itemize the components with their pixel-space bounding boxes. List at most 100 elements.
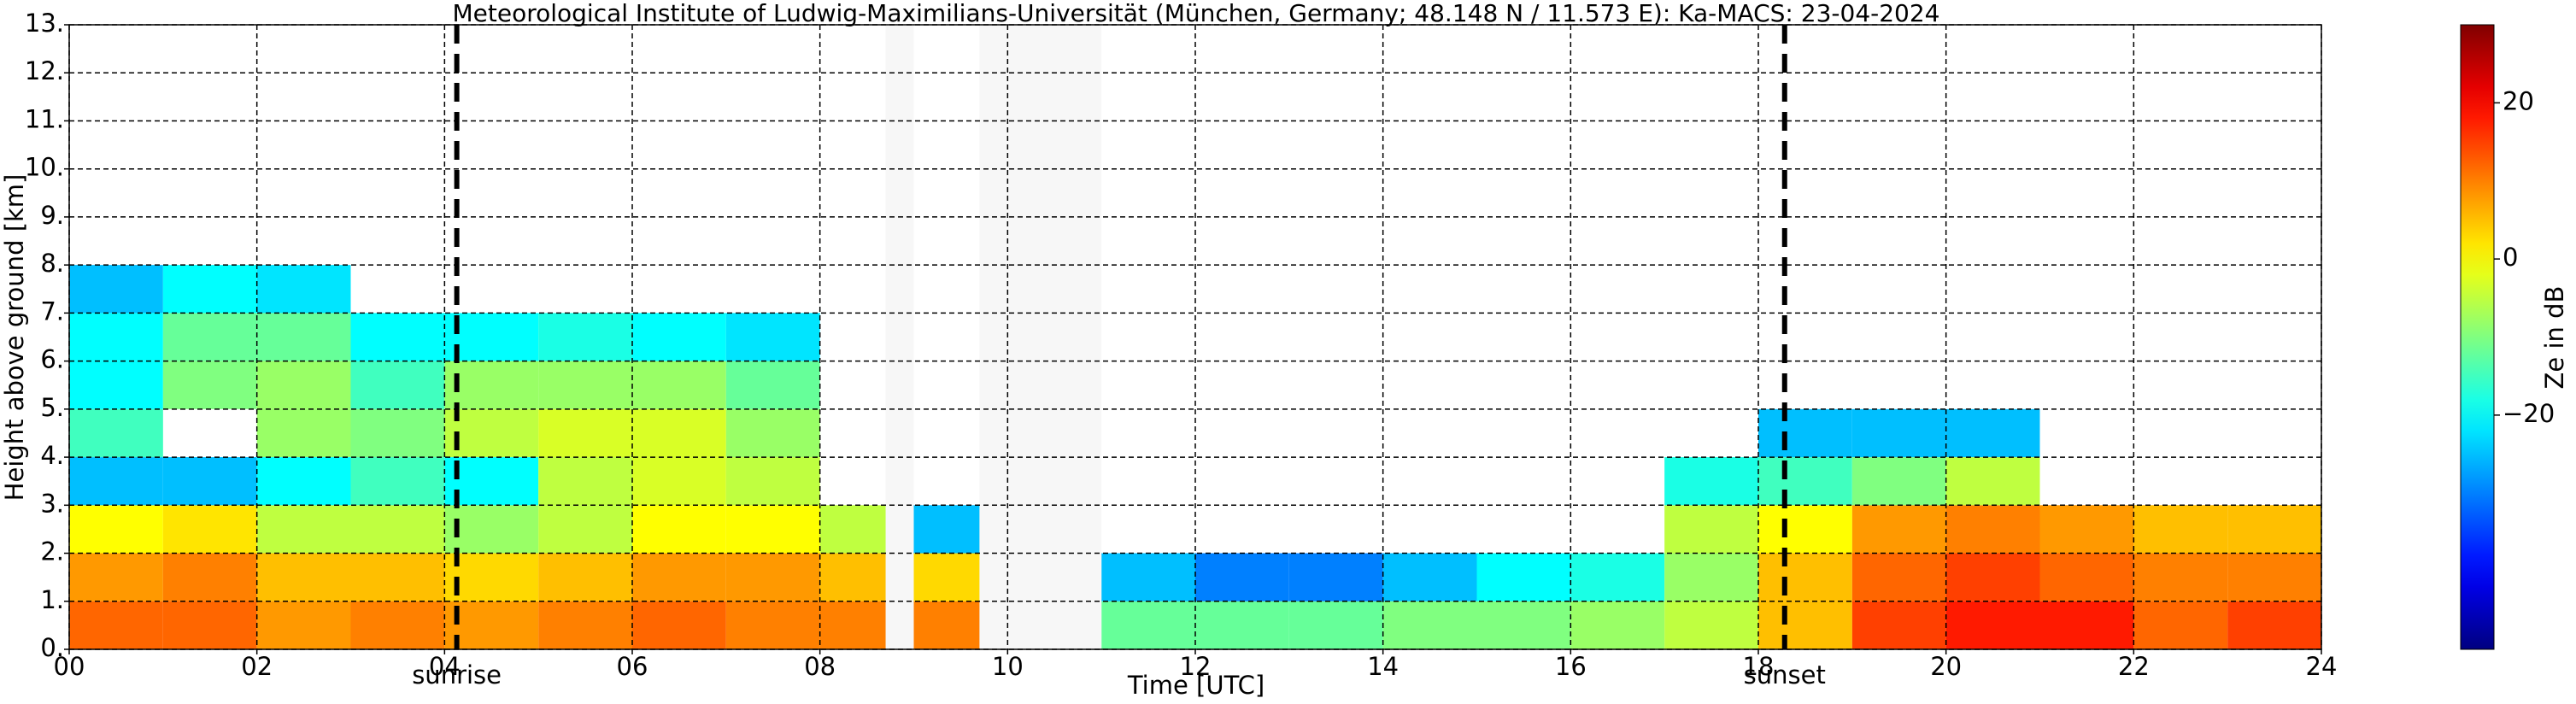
heatmap-cell xyxy=(69,505,163,554)
heatmap-cell xyxy=(2039,505,2134,554)
heatmap-cell xyxy=(444,553,539,601)
x-tick-label: 18 xyxy=(1743,652,1775,681)
y-tick-label: 9. xyxy=(40,201,64,230)
heatmap-cell xyxy=(538,457,632,506)
heatmap-cell xyxy=(444,505,539,554)
heatmap-cell xyxy=(538,313,632,361)
heatmap-cell xyxy=(1851,457,1946,506)
heatmap-cell xyxy=(538,408,632,458)
x-tick-label: 00 xyxy=(54,652,85,681)
heatmap-cell xyxy=(162,265,257,314)
heatmap-cell xyxy=(350,553,445,601)
heatmap-cell xyxy=(69,457,163,506)
heatmap-cell xyxy=(1101,601,1195,649)
heatmap-cell xyxy=(1101,553,1195,601)
heatmap-cell xyxy=(632,505,726,554)
x-tick-label: 04 xyxy=(429,652,461,681)
y-tick-label: 12. xyxy=(25,56,64,85)
x-tick-label: 24 xyxy=(2306,652,2338,681)
heatmap-cell xyxy=(444,601,539,649)
heatmap-cell xyxy=(444,457,539,506)
heatmap-cell xyxy=(350,408,445,458)
heatmap-cell xyxy=(2133,553,2228,601)
y-tick-label: 2. xyxy=(40,537,64,566)
heatmap-cell xyxy=(1195,601,1289,649)
heatmap-cell xyxy=(69,553,163,601)
y-tick-label: 6. xyxy=(40,345,64,374)
x-tick-label: 20 xyxy=(1930,652,1962,681)
heatmap-cell xyxy=(1945,505,2040,554)
heatmap-cell xyxy=(538,361,632,409)
heatmap-cell xyxy=(1476,601,1571,649)
heatmap-cell xyxy=(69,265,163,314)
heatmap-cell xyxy=(2039,553,2134,601)
heatmap-cell xyxy=(1758,601,1852,649)
x-tick-label: 14 xyxy=(1367,652,1399,681)
heatmap-cell xyxy=(350,313,445,361)
heatmap-cell xyxy=(162,361,257,409)
heatmap-cell xyxy=(350,505,445,554)
heatmap-cell xyxy=(1664,553,1758,601)
heatmap-cell xyxy=(1758,457,1852,506)
chart-title: Meteorological Institute of Ludwig-Maxim… xyxy=(452,0,1939,27)
heatmap-cell xyxy=(162,601,257,649)
heatmap-cell xyxy=(2133,601,2228,649)
x-tick-label: 16 xyxy=(1555,652,1587,681)
y-tick-label: 7. xyxy=(40,296,64,326)
y-tick-label: 8. xyxy=(40,249,64,278)
heatmap-cell xyxy=(162,505,257,554)
heatmap-cell xyxy=(256,265,351,314)
annotation-label: sunset xyxy=(1744,660,1826,689)
y-tick-label: 10. xyxy=(25,153,64,182)
heatmap-cell xyxy=(1664,457,1758,506)
annotation-label: sunrise xyxy=(412,660,502,689)
heatmap-cell xyxy=(632,313,726,361)
heatmap-cell xyxy=(1945,457,2040,506)
heatmap-cell xyxy=(2227,505,2321,554)
colorbar-tick-label: 20 xyxy=(2503,86,2534,115)
heatmap-cell xyxy=(69,361,163,409)
heatmap-cell xyxy=(256,601,351,649)
heatmap-cell xyxy=(69,313,163,361)
heatmap-cell xyxy=(69,601,163,649)
heatmap-cell xyxy=(256,361,351,409)
heatmap-cell xyxy=(1758,505,1852,554)
no-data-band xyxy=(885,25,914,649)
y-axis-label: Height above ground [km] xyxy=(0,174,29,502)
heatmap-cell xyxy=(725,505,820,554)
heatmap-cell xyxy=(1945,601,2040,649)
heatmap-cell xyxy=(725,361,820,409)
heatmap-cell xyxy=(538,505,632,554)
heatmap-cell xyxy=(2039,601,2134,649)
heatmap-cell xyxy=(1382,601,1477,649)
heatmap-cell xyxy=(69,408,163,458)
heatmap-cell xyxy=(1570,601,1665,649)
y-tick-label: 4. xyxy=(40,441,64,470)
heatmap-cell xyxy=(1288,601,1383,649)
colorbar-tick-label: −20 xyxy=(2503,399,2555,428)
colorbar-tick-label: 0 xyxy=(2503,243,2518,272)
colorbar-label: Ze in dB xyxy=(2540,286,2569,390)
heatmap-cell xyxy=(444,361,539,409)
no-data-band xyxy=(979,25,1102,649)
x-tick-label: 10 xyxy=(992,652,1024,681)
heatmap-cell xyxy=(632,553,726,601)
heatmap-cell xyxy=(1945,553,2040,601)
heatmap-cell xyxy=(725,457,820,506)
heatmap-cell xyxy=(2227,601,2321,649)
heatmap-cell xyxy=(632,457,726,506)
x-axis-label: Time [UTC] xyxy=(1127,671,1265,700)
heatmap-cell xyxy=(725,408,820,458)
heatmap-cell xyxy=(1382,553,1477,601)
heatmap-cell xyxy=(725,601,820,649)
x-tick-label: 02 xyxy=(241,652,273,681)
heatmap-cell xyxy=(256,457,351,506)
heatmap-cell xyxy=(350,601,445,649)
heatmap-cell xyxy=(538,601,632,649)
heatmap-cell xyxy=(1851,505,1946,554)
heatmap-cell xyxy=(1570,553,1665,601)
heatmap-cell xyxy=(350,361,445,409)
heatmap-cell xyxy=(2133,505,2228,554)
heatmap-cell xyxy=(256,313,351,361)
heatmap-cell xyxy=(632,361,726,409)
